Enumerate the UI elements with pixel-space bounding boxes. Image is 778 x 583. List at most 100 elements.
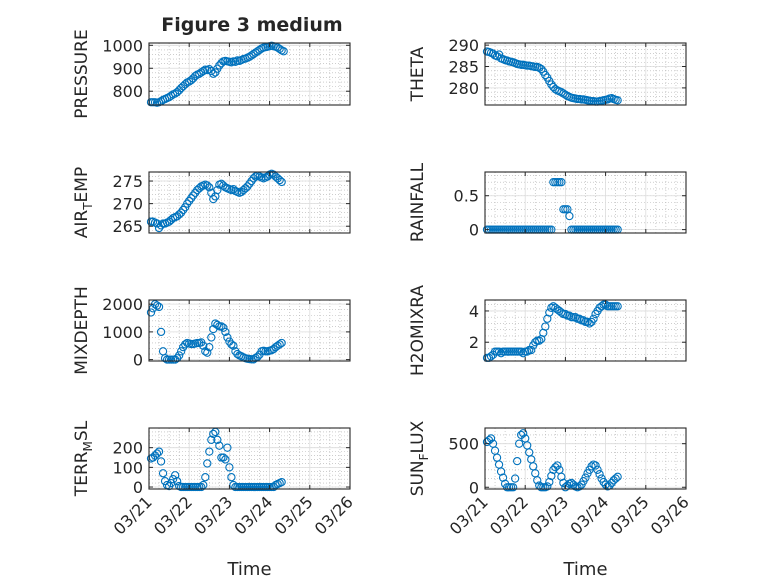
data-point: [565, 311, 574, 320]
data-point: [279, 47, 288, 56]
data-point: [595, 470, 604, 479]
data-point: [494, 50, 504, 59]
data-point: [209, 429, 218, 439]
axes-box: [484, 42, 687, 106]
data-point: [591, 461, 600, 470]
x-axis-label: Time: [226, 559, 271, 580]
data-point: [221, 455, 230, 464]
data-point: [227, 473, 236, 482]
y-axis-label: SUNFLUX: [408, 420, 431, 496]
data-point: [207, 435, 216, 444]
data-point: [545, 308, 554, 317]
data-point: [221, 327, 230, 337]
data-point: [537, 64, 546, 74]
y-tick-label: 800: [112, 82, 143, 101]
y-tick-label: 0: [469, 478, 479, 497]
data-point: [557, 472, 566, 481]
data-point: [227, 340, 236, 349]
y-tick-label: 900: [112, 59, 143, 78]
data-point: [523, 347, 532, 356]
data-point: [498, 473, 508, 482]
y-tick-label: 4: [469, 302, 479, 321]
data-point: [205, 183, 214, 192]
data-point: [243, 182, 252, 191]
data-point: [613, 472, 622, 481]
y-tick-label: 0: [133, 351, 143, 370]
y-axis-label: RAINFALL: [408, 162, 428, 242]
y-tick-label: 0: [133, 478, 143, 497]
data-point: [597, 302, 606, 311]
data-point: [547, 471, 556, 481]
data-point: [187, 194, 196, 203]
y-tick-label: 2: [469, 333, 479, 352]
data-point: [515, 439, 524, 448]
subplot-theta: 280 285 290 THETA: [408, 36, 687, 106]
data-point: [160, 476, 170, 486]
data-point: [191, 71, 200, 81]
data-point: [245, 179, 254, 188]
subplot-h2omixra: 2 4 H2OMIXRA: [408, 285, 687, 376]
data-point: [201, 473, 210, 482]
data-point: [217, 59, 226, 68]
data-point: [177, 208, 186, 217]
data-point: [543, 482, 552, 491]
data-point: [219, 323, 228, 332]
data-point: [213, 435, 222, 444]
data-point: [494, 347, 504, 356]
data-point: [513, 456, 522, 466]
data-point: [547, 80, 556, 89]
y-tick-label: 0.5: [454, 187, 479, 206]
data-point: [511, 474, 520, 483]
y-tick-label: 2000: [102, 295, 143, 314]
data-point: [545, 477, 554, 487]
data-point: [557, 178, 566, 187]
data-point: [275, 340, 284, 349]
data-point: [160, 354, 170, 363]
y-tick-label: 265: [112, 217, 143, 236]
data-point: [229, 341, 238, 350]
data-point: [172, 476, 182, 486]
y-tick-label: 280: [448, 79, 479, 98]
data-point: [275, 175, 284, 185]
data-point: [557, 88, 566, 97]
data-point: [611, 474, 620, 483]
data-point: [179, 205, 188, 215]
x-axis-label: Time: [562, 559, 607, 580]
data-point: [231, 57, 240, 66]
data-point: [205, 342, 214, 352]
y-axis-label: TERRMSL: [72, 420, 95, 497]
data-point: [533, 476, 542, 485]
data-point: [203, 459, 212, 468]
data-point: [541, 322, 550, 331]
data-point: [154, 447, 164, 456]
data-point: [541, 70, 550, 80]
subplot-mixdepth: 0 1000 2000 MIXDEPTH: [72, 286, 351, 375]
data-point: [158, 469, 168, 478]
data-point: [488, 49, 498, 58]
data-point: [547, 303, 556, 312]
subplot-rainfall: 0 0.5 RAINFALL: [408, 162, 687, 242]
data-point: [217, 322, 226, 331]
data-point: [146, 308, 156, 317]
axes-box: [148, 42, 351, 106]
y-axis-label: H2OMIXRA: [408, 285, 428, 376]
data-point: [203, 181, 212, 190]
data-point: [517, 347, 526, 356]
data-point: [585, 319, 594, 328]
data-point: [223, 443, 232, 452]
data-point: [205, 447, 214, 456]
data-point: [152, 301, 162, 310]
data-point: [152, 219, 162, 228]
data-point: [527, 345, 536, 355]
data-point: [253, 352, 262, 361]
y-axis-label: THETA: [408, 46, 428, 102]
data-point: [168, 475, 178, 484]
y-tick-label: 270: [112, 195, 143, 214]
data-point: [613, 302, 622, 311]
data-point: [199, 66, 208, 76]
data-point: [213, 185, 222, 195]
data-point: [183, 199, 192, 208]
data-point: [277, 338, 286, 348]
axes-box: [148, 171, 351, 234]
